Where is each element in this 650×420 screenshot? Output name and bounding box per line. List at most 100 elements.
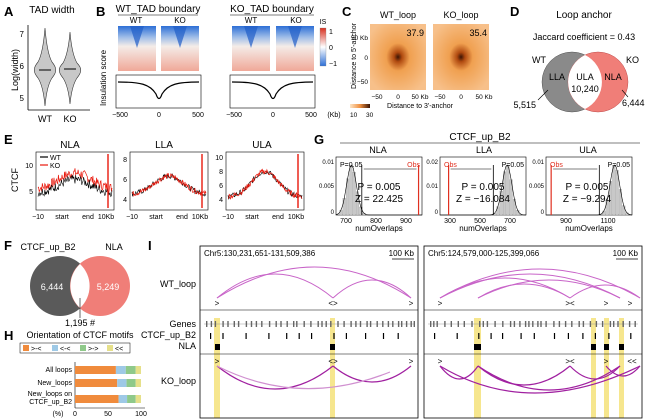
browser-right-frame — [423, 245, 643, 419]
motif-orientation: > — [628, 299, 633, 308]
perm-p-threshold: P=0.05 — [608, 162, 630, 169]
is-profile-ko — [231, 81, 314, 100]
gene-marks — [206, 321, 636, 339]
ctcf-peak — [311, 333, 313, 339]
panel-h-legend-box — [19, 342, 131, 354]
perm-hist-bar — [615, 170, 619, 216]
panel-h-xtick: 50 — [104, 411, 112, 418]
loop-arc — [477, 365, 571, 386]
ctcf-peak — [490, 333, 492, 339]
gene-mark — [303, 321, 305, 327]
panel-letter-b: B — [96, 4, 105, 19]
venn-label-nla: NLA — [604, 72, 622, 82]
ctcf-peak — [222, 333, 224, 339]
anchor-highlight — [214, 318, 220, 418]
gene-mark — [589, 321, 592, 327]
ctcf-peak — [608, 333, 610, 339]
gene-mark — [479, 321, 481, 327]
loop-arc — [216, 365, 334, 390]
perm-hist-bar — [342, 198, 346, 216]
panel-a-title: TAD width — [29, 5, 74, 16]
track-label-ko-loop: KO_loop — [161, 376, 196, 386]
ctcf-peak — [533, 333, 535, 339]
panel-letter-d: D — [510, 4, 519, 19]
ctcf-peak — [502, 333, 504, 339]
venn-count-ula: 10,240 — [571, 84, 599, 94]
gene-mark — [450, 321, 452, 327]
perm-xtick: 1100 — [600, 218, 615, 225]
perm-density — [546, 164, 633, 216]
ctcf-peak — [245, 333, 247, 339]
venn-f-count-ctcf: 6,444 — [41, 282, 64, 292]
panel-e-ylabel: CTCF — [10, 168, 20, 192]
panel-g-subtitle: NLA — [369, 145, 387, 155]
venn-count-nla: 6,444 — [622, 98, 645, 108]
nla-block — [619, 344, 624, 350]
anchor-highlight — [604, 318, 609, 418]
gene-mark — [433, 321, 435, 327]
venn-label-lla: LLA — [549, 72, 565, 82]
perm-hist-bar — [496, 206, 500, 216]
gene-mark — [595, 321, 598, 327]
legend-label: << — [115, 346, 123, 353]
panel-e-ytick: 4 — [219, 197, 223, 204]
gene-mark — [214, 321, 217, 327]
motif-orientation: >< — [565, 357, 575, 366]
gene-mark — [457, 321, 459, 327]
panel-letter-c: C — [342, 4, 352, 19]
loop-arc — [569, 365, 621, 380]
heatmap-core — [288, 26, 302, 48]
gene-mark — [486, 321, 489, 327]
orientation-bar-convergent — [75, 395, 119, 403]
is-legend-tick: 0 — [329, 45, 333, 52]
gene-mark — [293, 321, 295, 327]
panel-letter-g: G — [314, 132, 324, 147]
gene-mark — [405, 321, 408, 327]
gene-mark — [222, 321, 224, 327]
apa-wt — [370, 24, 426, 90]
motif-orientation: > — [215, 357, 220, 366]
gene-mark — [482, 321, 484, 327]
orientation-bar-divergent — [135, 366, 141, 374]
loop-arc — [477, 279, 621, 299]
panel-b-xtick: −500 — [112, 112, 128, 119]
browser-left-coords: Chr5:130,231,651-131,509,386 — [204, 249, 316, 258]
gene-mark — [413, 321, 415, 327]
gene-mark — [355, 321, 357, 327]
panel-e-title: ULA — [252, 140, 272, 151]
loop-arc — [569, 284, 641, 299]
orientation-bar-divergent — [135, 395, 141, 403]
gene-mark — [325, 321, 327, 327]
ctcf-peak — [567, 333, 569, 339]
panel-a-ytick: 7 — [20, 30, 25, 39]
panel-b-xtick: 500 — [192, 112, 204, 119]
panel-h-row-label: CTCF_up_B2 — [29, 399, 72, 406]
orientation-bar-divergent — [135, 379, 141, 387]
perm-pvalue-lla: P = 0.005 — [462, 182, 505, 193]
venn-f-count-nla: 5,249 — [97, 282, 120, 292]
gene-mark — [255, 321, 258, 327]
perm-xtick: 800 — [370, 218, 382, 225]
perm-ytick: 0.02 — [426, 160, 438, 166]
ctcf-peak — [382, 333, 385, 339]
loop-arc — [477, 365, 621, 391]
perm-hist-bar — [506, 165, 510, 216]
panel-h-xtick: 100 — [135, 411, 147, 418]
anchor-highlight — [474, 318, 481, 418]
gene-mark — [617, 321, 619, 327]
perm-hist-bar — [512, 198, 516, 216]
nla-block — [591, 344, 596, 350]
panel-h-title: Orientation of CTCF motifs — [26, 330, 134, 340]
panel-b-ko-title: KO_TAD boundary — [230, 4, 314, 15]
legend-swatch-tandem2 — [80, 345, 86, 351]
ctcf-profile-ko — [227, 168, 303, 200]
perm-xtick: 700 — [504, 218, 516, 225]
loop-arc — [477, 283, 571, 299]
perm-p-threshold: P=0.05 — [502, 162, 524, 169]
perm-ytick: 0.01 — [322, 160, 334, 166]
panel-g-title: CTCF_up_B2 — [449, 132, 511, 143]
gene-mark — [502, 321, 504, 327]
panel-e-xtick: start — [55, 214, 69, 221]
venn-label-wt: WT — [532, 55, 546, 65]
perm-hist-bar — [612, 165, 616, 216]
